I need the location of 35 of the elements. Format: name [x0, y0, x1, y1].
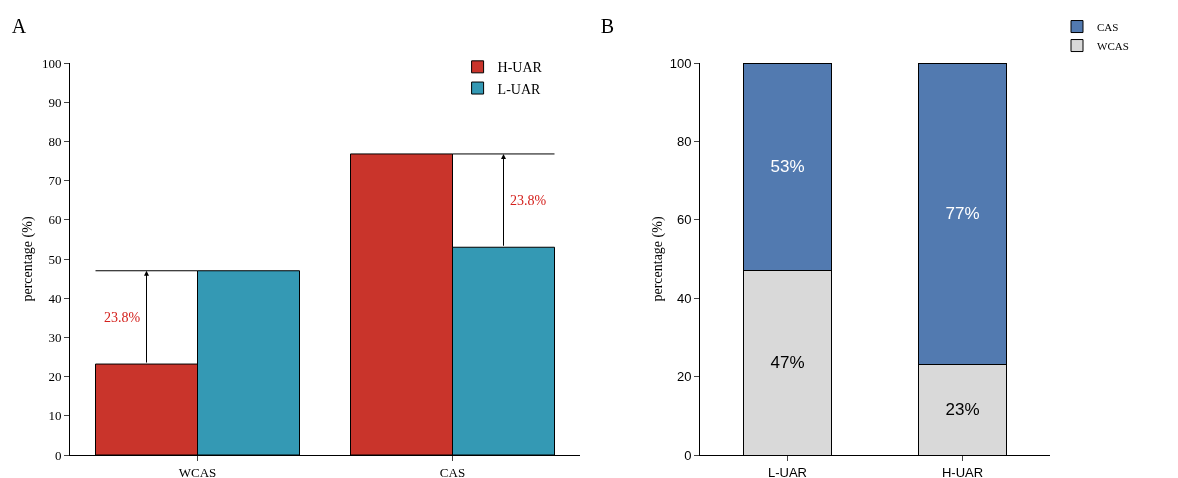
legend-label: CAS	[1097, 20, 1119, 33]
y-tick-label: 40	[48, 290, 62, 306]
data-label: 23%	[945, 400, 980, 420]
legend-label: H-UAR	[497, 60, 543, 76]
y-tick-label: 10	[48, 408, 62, 424]
y-tick-label: 80	[676, 133, 692, 149]
y-tick-label: 50	[48, 251, 62, 267]
data-label: 47%	[770, 353, 805, 373]
y-tick-label: 90	[48, 94, 62, 110]
chart-title: A	[11, 15, 27, 38]
x-tick-label: WCAS	[178, 464, 217, 478]
y-tick-label: 0	[54, 447, 62, 463]
annotation: 23.8%	[104, 310, 141, 325]
annotation: 23.8%	[510, 193, 547, 208]
legend-label: L-UAR	[497, 81, 542, 97]
y-tick-label: 100	[669, 55, 692, 71]
y-tick-label: 20	[48, 369, 62, 385]
data-label: 53%	[770, 157, 805, 177]
chart-title: B	[600, 15, 615, 38]
y-tick-label: 80	[48, 133, 62, 149]
x-tick-label: L-UAR	[767, 464, 808, 478]
y-tick-label: 100	[41, 55, 62, 71]
y-tick-label: 0	[684, 447, 692, 463]
y-axis-title: percentage (%)	[650, 216, 666, 302]
y-tick-label: 60	[676, 212, 692, 228]
y-tick-label: 60	[48, 212, 62, 228]
data-label: 77%	[945, 204, 980, 224]
x-tick-label: CAS	[439, 464, 466, 478]
y-axis-title: percentage (%)	[20, 216, 36, 302]
legend-label: WCAS	[1097, 39, 1129, 52]
y-tick-label: 20	[676, 369, 692, 385]
y-tick-label: 40	[676, 290, 692, 306]
y-tick-label: 70	[48, 173, 62, 189]
y-tick-label: 30	[48, 329, 62, 345]
x-tick-label: H-UAR	[941, 464, 984, 478]
